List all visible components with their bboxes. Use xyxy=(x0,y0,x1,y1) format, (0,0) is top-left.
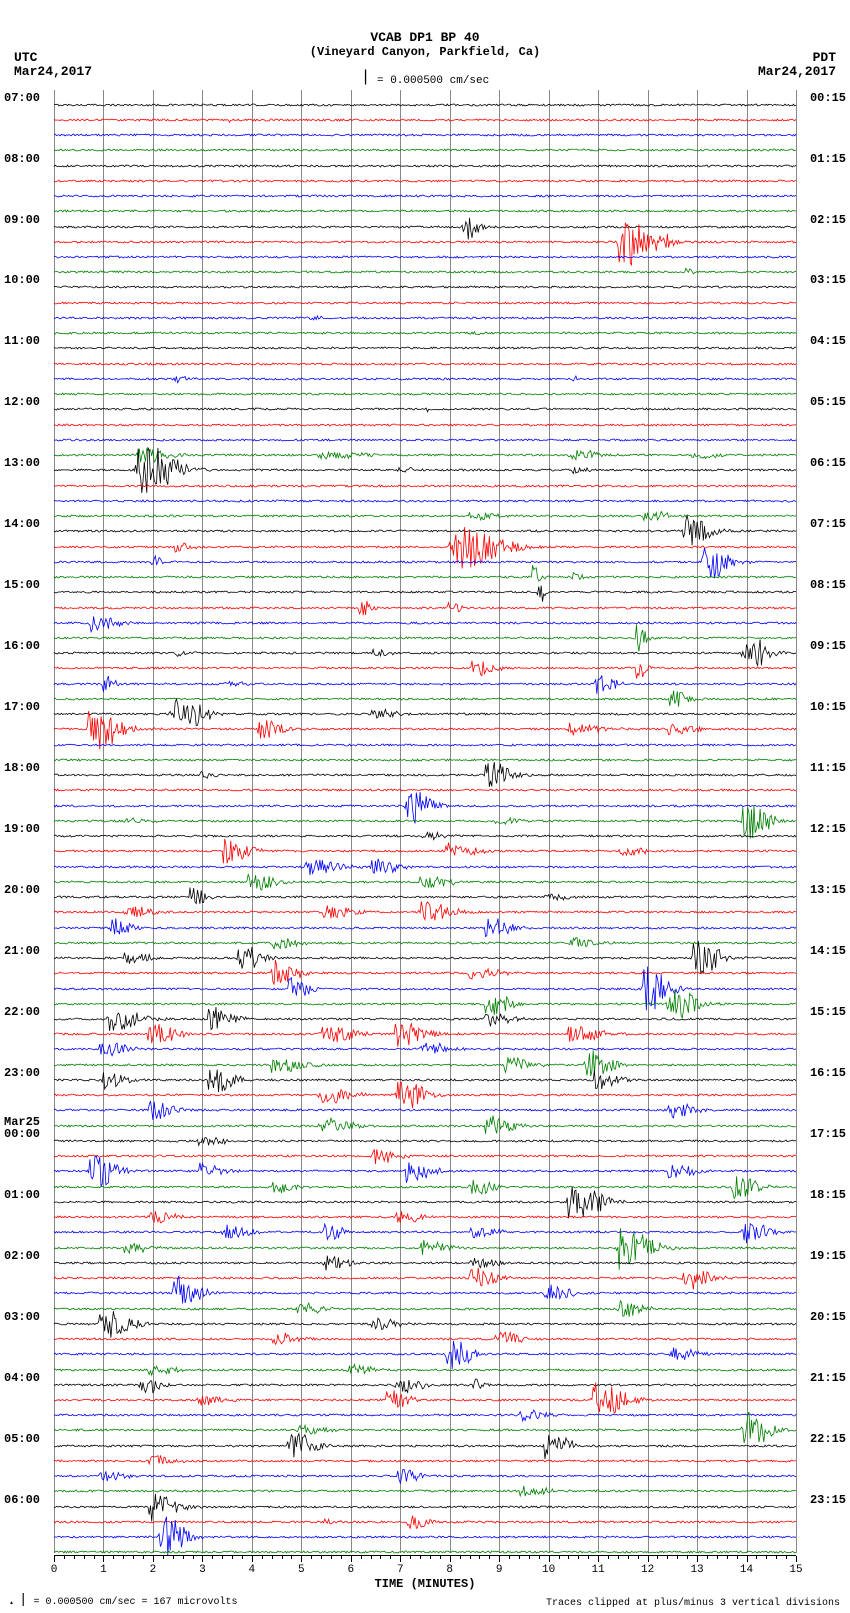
x-tick-label: 1 xyxy=(100,1564,107,1576)
pdt-time-label: 06:15 xyxy=(810,456,846,470)
x-tick-label: 3 xyxy=(199,1564,206,1576)
utc-time-label: 16:00 xyxy=(4,639,40,653)
utc-time-label: 11:00 xyxy=(4,334,40,348)
tz-left-label: UTC xyxy=(14,50,37,65)
utc-time-label: 13:00 xyxy=(4,456,40,470)
pdt-time-label: 04:15 xyxy=(810,334,846,348)
utc-time-label: 09:00 xyxy=(4,213,40,227)
pdt-time-label: 07:15 xyxy=(810,517,846,531)
utc-time-label: 15:00 xyxy=(4,578,40,592)
pdt-time-label: 21:15 xyxy=(810,1371,846,1385)
pdt-time-label: 00:15 xyxy=(810,91,846,105)
x-tick-label: 5 xyxy=(298,1564,305,1576)
tz-right-label: PDT xyxy=(813,50,836,65)
pdt-time-label: 10:15 xyxy=(810,700,846,714)
pdt-time-label: 20:15 xyxy=(810,1310,846,1324)
x-tick-label: 0 xyxy=(51,1564,58,1576)
utc-time-label: 05:00 xyxy=(4,1432,40,1446)
pdt-time-label: 02:15 xyxy=(810,213,846,227)
seismogram-plot: 07:0000:1508:0001:1509:0002:1510:0003:15… xyxy=(54,90,796,1553)
pdt-time-label: 13:15 xyxy=(810,883,846,897)
x-tick-label: 14 xyxy=(740,1564,753,1576)
x-tick-label: 8 xyxy=(446,1564,453,1576)
chart-subtitle: (Vineyard Canyon, Parkfield, Ca) xyxy=(0,45,850,59)
pdt-time-label: 17:15 xyxy=(810,1127,846,1141)
pdt-time-label: 14:15 xyxy=(810,944,846,958)
pdt-time-label: 11:15 xyxy=(810,761,846,775)
pdt-time-label: 18:15 xyxy=(810,1188,846,1202)
grid-line xyxy=(796,90,797,1553)
utc-time-label: 01:00 xyxy=(4,1188,40,1202)
pdt-time-label: 15:15 xyxy=(810,1005,846,1019)
x-tick-label: 11 xyxy=(592,1564,605,1576)
utc-time-label: 04:00 xyxy=(4,1371,40,1385)
x-tick-label: 15 xyxy=(789,1564,802,1576)
x-tick-label: 4 xyxy=(249,1564,256,1576)
pdt-time-label: 23:15 xyxy=(810,1493,846,1507)
x-axis-title: TIME (MINUTES) xyxy=(0,1577,850,1591)
footer-left: ▲ | = 0.000500 cm/sec = 167 microvolts xyxy=(10,1593,238,1609)
pdt-time-label: 22:15 xyxy=(810,1432,846,1446)
footer-right: Traces clipped at plus/minus 3 vertical … xyxy=(546,1598,840,1609)
utc-time-label: 03:00 xyxy=(4,1310,40,1324)
pdt-time-label: 09:15 xyxy=(810,639,846,653)
pdt-time-label: 12:15 xyxy=(810,822,846,836)
utc-time-label: 18:00 xyxy=(4,761,40,775)
pdt-time-label: 03:15 xyxy=(810,273,846,287)
utc-time-label: 00:00 xyxy=(4,1127,40,1141)
utc-time-label: 02:00 xyxy=(4,1249,40,1263)
utc-time-label: 10:00 xyxy=(4,273,40,287)
pdt-time-label: 01:15 xyxy=(810,152,846,166)
chart-title: VCAB DP1 BP 40 xyxy=(0,30,850,45)
x-tick-label: 9 xyxy=(496,1564,503,1576)
date-right-label: Mar24,2017 xyxy=(758,64,836,79)
x-tick-label: 12 xyxy=(641,1564,654,1576)
utc-time-label: 20:00 xyxy=(4,883,40,897)
pdt-time-label: 05:15 xyxy=(810,395,846,409)
pdt-time-label: 16:15 xyxy=(810,1066,846,1080)
utc-time-label: 12:00 xyxy=(4,395,40,409)
utc-time-label: 21:00 xyxy=(4,944,40,958)
utc-time-label: 19:00 xyxy=(4,822,40,836)
x-axis: 0123456789101112131415 xyxy=(54,1555,796,1575)
utc-time-label: 08:00 xyxy=(4,152,40,166)
utc-time-label: 07:00 xyxy=(4,91,40,105)
x-tick-label: 13 xyxy=(690,1564,703,1576)
x-tick-label: 10 xyxy=(542,1564,555,1576)
utc-time-label: 14:00 xyxy=(4,517,40,531)
date-left-label: Mar24,2017 xyxy=(14,64,92,79)
x-tick-label: 6 xyxy=(347,1564,354,1576)
utc-time-label: 17:00 xyxy=(4,700,40,714)
pdt-time-label: 19:15 xyxy=(810,1249,846,1263)
pdt-time-label: 08:15 xyxy=(810,578,846,592)
utc-time-label: 22:00 xyxy=(4,1005,40,1019)
x-tick-label: 2 xyxy=(150,1564,157,1576)
x-tick-label: 7 xyxy=(397,1564,404,1576)
utc-time-label: 23:00 xyxy=(4,1066,40,1080)
utc-time-label: 06:00 xyxy=(4,1493,40,1507)
